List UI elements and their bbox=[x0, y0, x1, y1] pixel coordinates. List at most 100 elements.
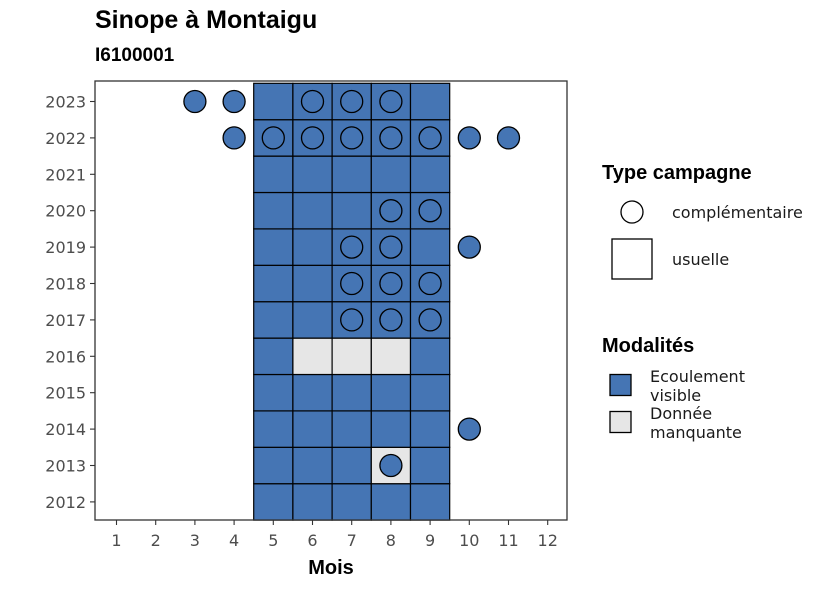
x-tick-label: 3 bbox=[190, 531, 200, 550]
y-axis: 2012 2013 2014 2015 2016 2017 2018 2019 2020 2021… bbox=[45, 93, 95, 512]
x-tick-label: 8 bbox=[386, 531, 396, 550]
y-tick-label: 2017 bbox=[45, 311, 86, 330]
heat-cell bbox=[370, 373, 412, 412]
legend-title: Modalités bbox=[602, 335, 694, 357]
plot-panel bbox=[94, 80, 568, 521]
heat-cell bbox=[331, 373, 372, 412]
campaign-point bbox=[379, 89, 403, 114]
legend-key-fill bbox=[609, 410, 632, 434]
campaign-point bbox=[340, 89, 364, 114]
y-tick-label: 2022 bbox=[45, 129, 86, 148]
panel-border bbox=[94, 80, 568, 521]
campaign-point bbox=[379, 271, 403, 296]
heat-cell bbox=[331, 483, 372, 521]
heat-cell bbox=[253, 301, 294, 339]
legend-key-circle bbox=[620, 200, 644, 224]
campaign-point bbox=[496, 126, 521, 150]
campaign-point bbox=[457, 235, 481, 259]
heat-cell bbox=[409, 483, 451, 521]
legend-label: Ecoulement bbox=[650, 367, 745, 386]
heat-cell bbox=[292, 483, 333, 521]
campaign-point bbox=[379, 235, 403, 259]
x-tick-label: 12 bbox=[538, 531, 558, 550]
campaign-point bbox=[261, 126, 285, 150]
heat-cell bbox=[253, 337, 294, 376]
campaign-point bbox=[379, 453, 403, 478]
legend-title: Type campagne bbox=[602, 162, 752, 184]
x-tick-label: 10 bbox=[459, 531, 479, 550]
heat-cell bbox=[292, 301, 333, 339]
legend-modalites: Modalités EcoulementvisibleDonnéemanquant… bbox=[602, 335, 745, 442]
heat-cell bbox=[253, 373, 294, 412]
x-tick-label: 4 bbox=[229, 531, 239, 550]
legend-type-campagne: Type campagne complémentaire usuelle bbox=[602, 162, 803, 280]
heat-cell bbox=[253, 410, 294, 448]
y-tick-label: 2023 bbox=[45, 93, 86, 112]
legend-label: visible bbox=[650, 386, 701, 405]
heat-cell bbox=[409, 228, 451, 266]
heat-cell bbox=[253, 483, 294, 521]
legend-label: usuelle bbox=[672, 250, 729, 269]
legend-key-fill bbox=[609, 373, 632, 397]
heat-cell bbox=[253, 82, 294, 121]
chart-subtitle: I6100001 bbox=[95, 45, 175, 66]
heat-cell bbox=[409, 373, 451, 412]
heat-cell bbox=[292, 155, 333, 194]
x-tick-label: 7 bbox=[347, 531, 357, 550]
y-tick-label: 2020 bbox=[45, 202, 86, 221]
heat-cell bbox=[370, 155, 412, 194]
x-axis: 1 2 3 4 5 6 7 8 9 10 11 12 bbox=[111, 520, 558, 550]
y-tick-label: 2014 bbox=[45, 420, 86, 439]
x-tick-label: 2 bbox=[151, 531, 161, 550]
legend-label: Donnée bbox=[650, 404, 712, 423]
heat-cell bbox=[409, 82, 451, 121]
x-tick-label: 9 bbox=[425, 531, 435, 550]
x-tick-label: 6 bbox=[307, 531, 317, 550]
legend-label: manquante bbox=[650, 423, 742, 442]
heat-cell bbox=[409, 155, 451, 194]
campaign-point bbox=[300, 89, 325, 114]
y-tick-label: 2018 bbox=[45, 275, 86, 294]
heat-cell bbox=[409, 337, 451, 376]
x-tick-label: 1 bbox=[111, 531, 121, 550]
y-tick-label: 2015 bbox=[45, 384, 86, 403]
heat-cell bbox=[370, 483, 412, 521]
campaign-point bbox=[457, 417, 481, 441]
heat-cell bbox=[292, 337, 333, 376]
y-tick-label: 2012 bbox=[45, 493, 86, 512]
heat-cell bbox=[292, 191, 333, 230]
campaign-point bbox=[379, 308, 403, 332]
chart-title: Sinope à Montaigu bbox=[95, 6, 318, 34]
x-axis-title: Mois bbox=[308, 557, 354, 579]
heat-cell bbox=[370, 337, 412, 376]
legend-key-square bbox=[611, 238, 653, 280]
legend-label: complémentaire bbox=[672, 203, 803, 222]
campaign-point bbox=[340, 235, 364, 259]
heat-cell bbox=[253, 228, 294, 266]
heat-cell bbox=[292, 264, 333, 303]
x-tick-label: 5 bbox=[268, 531, 278, 550]
y-tick-label: 2016 bbox=[45, 347, 86, 366]
y-tick-label: 2019 bbox=[45, 238, 86, 257]
heat-cell bbox=[253, 191, 294, 230]
campaign-point bbox=[183, 89, 207, 114]
campaign-point bbox=[340, 271, 364, 296]
heat-cell bbox=[370, 410, 412, 448]
heat-cell bbox=[253, 264, 294, 303]
y-tick-label: 2021 bbox=[45, 165, 86, 184]
heat-cell bbox=[331, 155, 372, 194]
heat-cell bbox=[331, 337, 372, 376]
campaign-point bbox=[418, 271, 442, 296]
heat-cell bbox=[292, 373, 333, 412]
heat-cell bbox=[331, 446, 372, 485]
campaign-point bbox=[222, 126, 246, 150]
heat-cell bbox=[253, 446, 294, 485]
x-tick-label: 11 bbox=[498, 531, 518, 550]
campaign-point bbox=[457, 126, 481, 150]
heat-cell bbox=[331, 191, 372, 230]
campaign-point bbox=[418, 308, 442, 332]
heat-cell bbox=[331, 410, 372, 448]
campaign-point bbox=[418, 199, 442, 223]
campaign-point bbox=[379, 199, 403, 223]
